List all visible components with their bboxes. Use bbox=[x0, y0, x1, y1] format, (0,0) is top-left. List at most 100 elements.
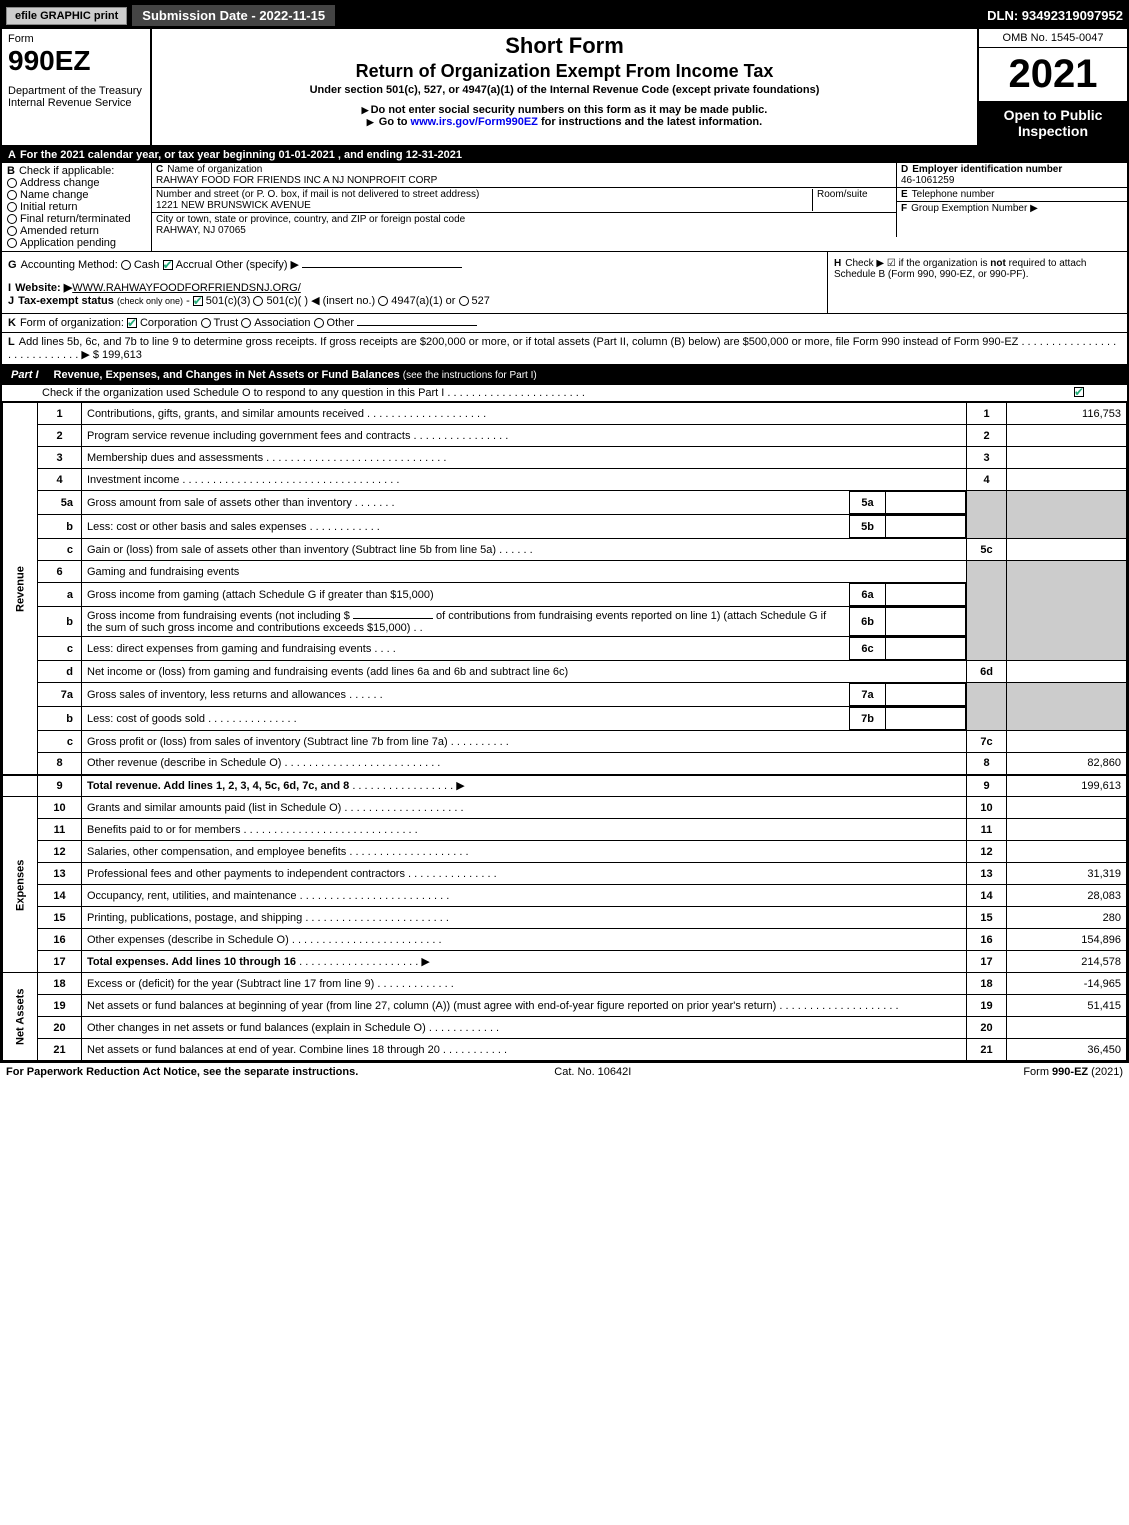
i-line: IWebsite: ▶WWW.RAHWAYFOODFORFRIENDSNJ.OR… bbox=[8, 281, 821, 294]
efile-button[interactable]: efile GRAPHIC print bbox=[6, 7, 127, 25]
k-assoc-chk[interactable] bbox=[241, 318, 251, 328]
ln8-d: Other revenue (describe in Schedule O) bbox=[87, 757, 281, 769]
ln11-d: Benefits paid to or for members bbox=[87, 824, 240, 836]
ln19-a: 51,415 bbox=[1007, 995, 1127, 1017]
ln6-d: Gaming and fundraising events bbox=[82, 561, 967, 583]
b-opt-5[interactable]: Application pending bbox=[7, 237, 146, 249]
j-ins: ◀ (insert no.) bbox=[311, 295, 375, 307]
ln12-n: 12 bbox=[967, 841, 1007, 863]
revenue-table: Revenue 1Contributions, gifts, grants, a… bbox=[2, 402, 1127, 1061]
b-opt-4-label: Amended return bbox=[20, 225, 99, 237]
part-i-check-txt: Check if the organization used Schedule … bbox=[42, 387, 444, 399]
ln6a-d: Gross income from gaming (attach Schedul… bbox=[87, 589, 434, 601]
k-other-input[interactable] bbox=[357, 325, 477, 326]
section-a: AFor the 2021 calendar year, or tax year… bbox=[2, 147, 1127, 163]
open-public: Open to Public Inspection bbox=[979, 101, 1127, 145]
k-corp-chk[interactable] bbox=[127, 318, 137, 328]
goto-line: Go to www.irs.gov/Form990EZ for instruct… bbox=[162, 116, 967, 128]
k-line: KForm of organization: Corporation Trust… bbox=[2, 314, 1127, 333]
b-opt-0-label: Address change bbox=[20, 177, 100, 189]
dln-label: DLN: 93492319097952 bbox=[987, 8, 1123, 23]
ln2-a bbox=[1007, 425, 1127, 447]
j-line: JTax-exempt status (check only one) - 50… bbox=[8, 294, 821, 307]
k-lbl: Form of organization: bbox=[20, 317, 124, 329]
j-o2: 501(c)( ) bbox=[266, 295, 308, 307]
b-opt-1-label: Name change bbox=[20, 189, 89, 201]
j-o3: 4947(a)(1) or bbox=[391, 295, 455, 307]
j-527-chk[interactable] bbox=[459, 296, 469, 306]
g-other-input[interactable] bbox=[302, 267, 462, 268]
b-opt-1[interactable]: Name change bbox=[7, 189, 146, 201]
section-b-label: BCheck if applicable: bbox=[7, 165, 146, 177]
b-opt-4[interactable]: Amended return bbox=[7, 225, 146, 237]
ln14-n: 14 bbox=[967, 885, 1007, 907]
revenue-vtab: Revenue bbox=[3, 403, 38, 775]
ln1-no: 1 bbox=[38, 403, 82, 425]
ln16-a: 154,896 bbox=[1007, 929, 1127, 951]
j-501c-chk[interactable] bbox=[253, 296, 263, 306]
ln7b-d: Less: cost of goods sold bbox=[87, 713, 205, 725]
ln18-a: -14,965 bbox=[1007, 973, 1127, 995]
ln16-d: Other expenses (describe in Schedule O) bbox=[87, 934, 289, 946]
h-block: HCheck ▶ ☑ if the organization is not re… bbox=[827, 252, 1127, 313]
j-501c3-chk[interactable] bbox=[193, 296, 203, 306]
dept-label: Department of the Treasury Internal Reve… bbox=[8, 85, 144, 109]
ln5b-m: 5b bbox=[850, 516, 886, 538]
k-other: Other bbox=[327, 317, 355, 329]
h-not: not bbox=[990, 258, 1006, 269]
irs-link[interactable]: www.irs.gov/Form990EZ bbox=[411, 116, 538, 128]
ln7c-d: Gross profit or (loss) from sales of inv… bbox=[87, 736, 448, 748]
g-accrual-chk[interactable] bbox=[163, 260, 173, 270]
l-txt: Add lines 5b, 6c, and 7b to line 9 to de… bbox=[19, 336, 1019, 348]
netassets-vtab: Net Assets bbox=[3, 973, 38, 1061]
k-assoc: Association bbox=[254, 317, 310, 329]
b-check-label: Check if applicable: bbox=[19, 165, 114, 177]
b-opt-3[interactable]: Final return/terminated bbox=[7, 213, 146, 225]
ln10-d: Grants and similar amounts paid (list in… bbox=[87, 802, 341, 814]
ln1-a: 116,753 bbox=[1007, 403, 1127, 425]
h-txt: Check ▶ ☑ if the organization is bbox=[845, 258, 990, 269]
ln16-n: 16 bbox=[967, 929, 1007, 951]
k-corp: Corporation bbox=[140, 317, 197, 329]
expenses-vtab: Expenses bbox=[3, 797, 38, 973]
e-lbl: Telephone number bbox=[912, 189, 995, 200]
ln3-d: Membership dues and assessments bbox=[87, 452, 263, 464]
ln13-n: 13 bbox=[967, 863, 1007, 885]
ln5c-d: Gain or (loss) from sale of assets other… bbox=[87, 544, 496, 556]
ln1-n: 1 bbox=[967, 403, 1007, 425]
part-i-chkbox[interactable] bbox=[1074, 387, 1084, 397]
room-block: Room/suite bbox=[812, 189, 892, 211]
ln17-d: Total expenses. Add lines 10 through 16 bbox=[87, 956, 296, 968]
k-other-chk[interactable] bbox=[314, 318, 324, 328]
part-i-check: Check if the organization used Schedule … bbox=[2, 385, 1127, 402]
b-opt-0[interactable]: Address change bbox=[7, 177, 146, 189]
ln20-d: Other changes in net assets or fund bala… bbox=[87, 1022, 426, 1034]
part-i-title-txt: Revenue, Expenses, and Changes in Net As… bbox=[54, 369, 400, 381]
j-o4: 527 bbox=[472, 295, 490, 307]
ln6d-n: 6d bbox=[967, 661, 1007, 683]
g-accrual: Accrual bbox=[176, 259, 213, 271]
ln17-n: 17 bbox=[967, 951, 1007, 973]
street-lbl: Number and street (or P. O. box, if mail… bbox=[156, 189, 479, 200]
b-opt-2[interactable]: Initial return bbox=[7, 201, 146, 213]
ln11-n: 11 bbox=[967, 819, 1007, 841]
j-sub: (check only one) bbox=[117, 296, 183, 306]
ln5b-d: Less: cost or other basis and sales expe… bbox=[87, 521, 307, 533]
ln13-a: 31,319 bbox=[1007, 863, 1127, 885]
d-val: 46-1061259 bbox=[901, 175, 954, 186]
foot-form: Form 990-EZ (2021) bbox=[1023, 1066, 1123, 1078]
website-link[interactable]: WWW.RAHWAYFOODFORFRIENDSNJ.ORG/ bbox=[72, 282, 301, 294]
l-line: LAdd lines 5b, 6c, and 7b to line 9 to d… bbox=[2, 333, 1127, 365]
ln12-d: Salaries, other compensation, and employ… bbox=[87, 846, 346, 858]
ln5a-m: 5a bbox=[850, 492, 886, 514]
j-4947-chk[interactable] bbox=[378, 296, 388, 306]
tax-year: 2021 bbox=[979, 48, 1127, 101]
k-trust-chk[interactable] bbox=[201, 318, 211, 328]
j-lbl: Tax-exempt status bbox=[18, 295, 114, 307]
city-val: RAHWAY, NJ 07065 bbox=[156, 225, 246, 236]
ln21-d: Net assets or fund balances at end of ye… bbox=[87, 1044, 440, 1056]
g-cash-chk[interactable] bbox=[121, 260, 131, 270]
g-lbl: Accounting Method: bbox=[21, 259, 118, 271]
ln21-a: 36,450 bbox=[1007, 1039, 1127, 1061]
g-cash: Cash bbox=[134, 259, 160, 271]
